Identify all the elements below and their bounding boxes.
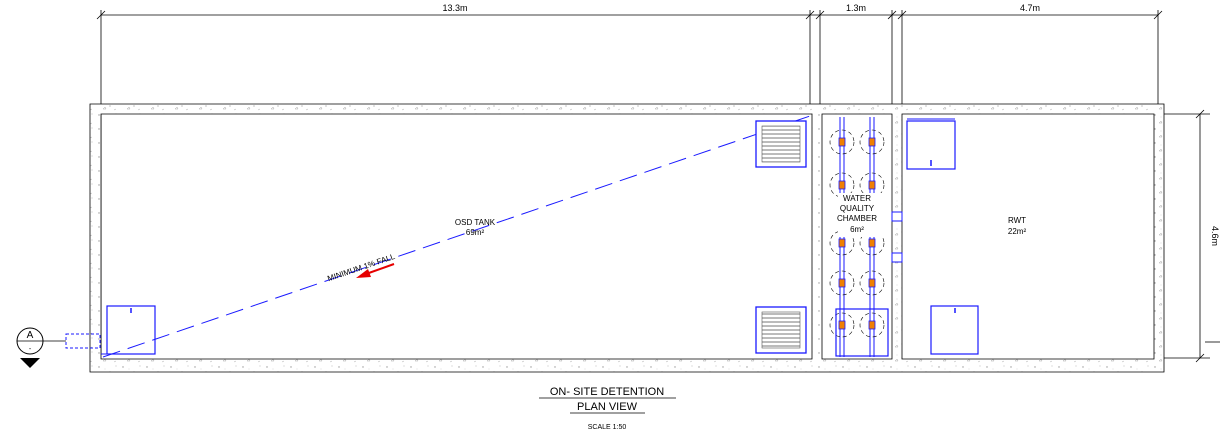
rainwater-tank: RWT 22m² [906,118,1027,355]
filter-cartridge [859,270,885,296]
filter-cartridge [859,172,885,198]
filter-cartridge-core [838,278,846,288]
grate-top [755,120,807,168]
fall-arrow-icon [356,263,395,278]
overflow-port-upper [891,211,903,222]
filter-cartridge-core [868,137,876,147]
filter-cartridge [829,312,855,338]
osd-tank: OSD TANK 69m² MINIMUM 1% FALL [65,115,811,358]
filter-cartridge [829,270,855,296]
filter-cartridge [859,312,885,338]
filter-cartridge-core [868,238,876,248]
overflow-port-lower [891,252,903,263]
osd-tank-area: 69m² [466,228,485,237]
outlet-pit [106,305,156,355]
filter-cartridge-core [868,180,876,190]
wqc-area: 6m² [850,225,864,234]
osd-tank-label: OSD TANK [455,218,496,227]
dim-rwt-length: 4.7m [1020,3,1040,13]
dim-width: 4.6m [1210,226,1220,246]
wqc-label-line1: WATER [843,194,871,203]
rwt-pit-top [906,120,956,170]
wqc-label-line3: CHAMBER [837,214,877,223]
rwt-pit-bottom [930,305,979,355]
title-scale: SCALE 1:50 [588,424,627,431]
dim-osd-length: 13.3m [442,3,467,13]
drawing-title: ON- SITE DETENTION PLAN VIEW SCALE 1:50 [539,386,676,431]
section-marker-letter: A [27,330,34,341]
wqc-access-pit [835,308,889,357]
filter-cartridge-core [838,137,846,147]
filter-cartridge [859,129,885,155]
concrete-walls [89,103,1165,373]
filter-cartridge-core [838,238,846,248]
section-marker-a[interactable]: A - [16,327,66,368]
outlet-pipe [65,333,101,349]
filter-cartridge [829,172,855,198]
title-line1: ON- SITE DETENTION [550,386,664,398]
filter-cartridges [829,129,885,338]
filter-cartridge-core [868,320,876,330]
filter-cartridge-core [868,278,876,288]
dimension-lines [96,10,1220,363]
filter-cartridge [829,129,855,155]
title-line2: PLAN VIEW [577,401,638,413]
filter-cartridge-core [838,320,846,330]
rwt-label: RWT [1008,216,1026,225]
fall-line [102,115,811,358]
section-marker-sub: - [29,346,32,353]
water-quality-chamber: WATER QUALITY CHAMBER 6m² [829,117,903,357]
grate-bottom [755,306,807,354]
wqc-label-line2: QUALITY [840,204,875,213]
rwt-area: 22m² [1008,227,1027,236]
dim-wqc-length: 1.3m [846,3,866,13]
filter-cartridge-core [838,180,846,190]
